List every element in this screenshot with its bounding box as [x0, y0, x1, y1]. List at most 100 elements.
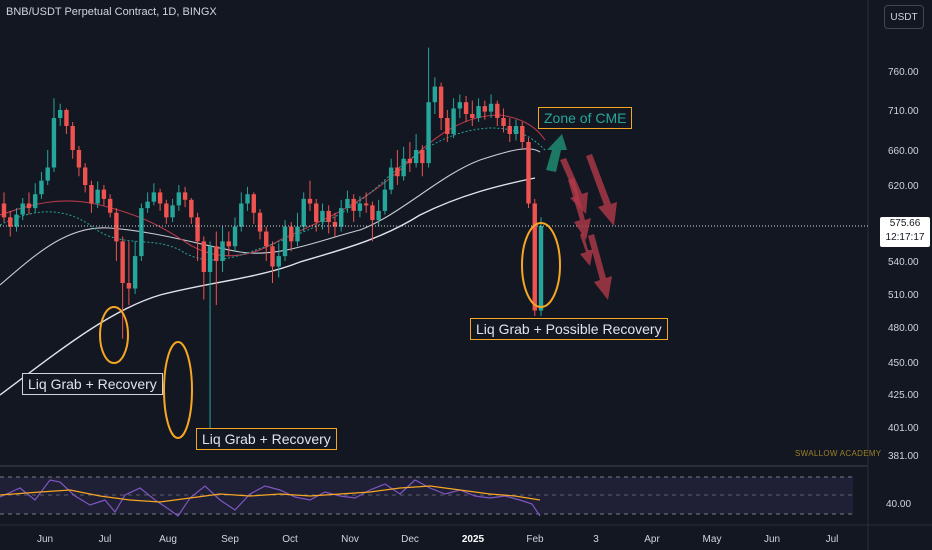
watermark: SWALLOW ACADEMY	[795, 449, 882, 458]
candle-body	[463, 102, 469, 114]
price-tick-label: 540.00	[888, 257, 919, 268]
liq-grab-ellipse-feb	[521, 222, 561, 308]
time-tick-label: Sep	[221, 534, 239, 545]
annotation-cme: Zone of CME	[538, 107, 633, 129]
time-tick-label: Jul	[826, 534, 839, 545]
candle-body	[207, 246, 213, 272]
candle-body	[345, 198, 350, 209]
candle-body	[70, 126, 75, 150]
candle-body	[401, 158, 406, 177]
candle-body	[482, 106, 488, 112]
liq-grab-ellipse-jul	[99, 306, 129, 364]
candle-body	[257, 212, 263, 232]
candle-body	[513, 126, 519, 134]
candle-body	[39, 180, 44, 195]
time-axis: Jun Jul Aug Sep Oct Nov Dec 2025 Feb 3 Apr May Jun Ju…	[37, 534, 838, 545]
candle-body	[164, 203, 169, 218]
rsi-tick-label: 40.00	[886, 499, 912, 510]
candle-body	[1, 203, 7, 218]
candle-body	[507, 126, 512, 134]
candle-body	[426, 102, 431, 164]
annotation-liq-grab-aug: Liq Grab + Recovery	[196, 428, 337, 450]
candle-body	[45, 167, 50, 181]
ma-200-line	[0, 177, 536, 396]
candle-body	[214, 246, 219, 261]
price-tick-label: 710.00	[888, 106, 919, 117]
down-arrows	[560, 154, 617, 300]
candle-body	[420, 150, 425, 164]
currency-button[interactable]: USDT	[884, 5, 924, 29]
price-tick-label: 401.00	[888, 423, 919, 434]
candle-body	[151, 192, 157, 202]
candle-body	[326, 210, 331, 222]
candle-body	[76, 150, 82, 168]
candle-body	[520, 126, 525, 142]
time-tick-label: Nov	[341, 534, 359, 545]
price-tick-label: 480.00	[888, 323, 919, 334]
candle-body	[64, 110, 69, 126]
candle-body	[245, 194, 250, 204]
candle-body	[451, 108, 456, 134]
time-tick-label: Jun	[37, 534, 53, 545]
candle-body	[126, 283, 132, 289]
candle-body	[413, 150, 419, 164]
candle-body	[395, 167, 400, 177]
annotation-liq-grab-feb: Liq Grab + Possible Recovery	[470, 318, 668, 340]
time-tick-label: Oct	[282, 534, 298, 545]
candle-body	[157, 192, 163, 204]
ma-20-line	[0, 127, 546, 261]
candle-body	[357, 203, 363, 211]
price-tick-label: 620.00	[888, 181, 919, 192]
candle-body	[270, 246, 275, 267]
liq-grab-ellipse-aug	[163, 341, 193, 439]
candle-body	[120, 241, 125, 283]
candle-body	[457, 102, 463, 109]
candle-body	[170, 205, 175, 218]
rsi-line	[0, 479, 541, 517]
candle-body	[195, 217, 200, 242]
price-tick-label: 760.00	[888, 67, 919, 78]
candles-group	[1, 47, 544, 429]
candle-body	[526, 142, 531, 204]
candle-body	[538, 226, 544, 311]
time-tick-label: Feb	[526, 534, 544, 545]
candle-body	[314, 203, 319, 222]
time-tick-label: Aug	[159, 534, 177, 545]
time-tick-label: Jul	[99, 534, 112, 545]
candle-body	[363, 203, 369, 206]
bar-countdown: 12:17:17	[885, 232, 925, 243]
time-tick-label: 3	[593, 534, 599, 545]
candle-body	[338, 208, 344, 227]
price-tick-label: 381.00	[888, 451, 919, 462]
time-tick-label: May	[703, 534, 722, 545]
candle-body	[82, 167, 88, 185]
price-tick-label: 510.00	[888, 290, 919, 301]
candle-body	[376, 210, 381, 221]
candle-body	[145, 201, 150, 209]
candle-body	[488, 103, 494, 112]
candle-body	[264, 231, 269, 247]
price-tick-label: 660.00	[888, 146, 919, 157]
price-tick-label: 450.00	[888, 358, 919, 369]
candle-body	[289, 226, 294, 242]
candle-body	[107, 198, 113, 213]
candle-body	[201, 241, 207, 272]
candle-body	[20, 203, 25, 215]
candle-body	[301, 198, 306, 227]
rsi-ma-line	[0, 485, 541, 503]
candle-body	[470, 114, 475, 118]
candle-body	[295, 226, 300, 242]
candle-body	[101, 189, 107, 199]
candle-body	[276, 256, 281, 267]
candle-body	[388, 167, 394, 190]
candle-body	[307, 198, 313, 204]
candle-body	[189, 199, 194, 218]
candle-body	[351, 198, 356, 211]
up-arrow-cme	[546, 134, 567, 172]
candle-body	[132, 256, 138, 289]
annotation-liq-grab-jul: Liq Grab + Recovery	[22, 373, 163, 395]
time-tick-label: 2025	[462, 534, 485, 545]
candle-body	[476, 106, 481, 118]
